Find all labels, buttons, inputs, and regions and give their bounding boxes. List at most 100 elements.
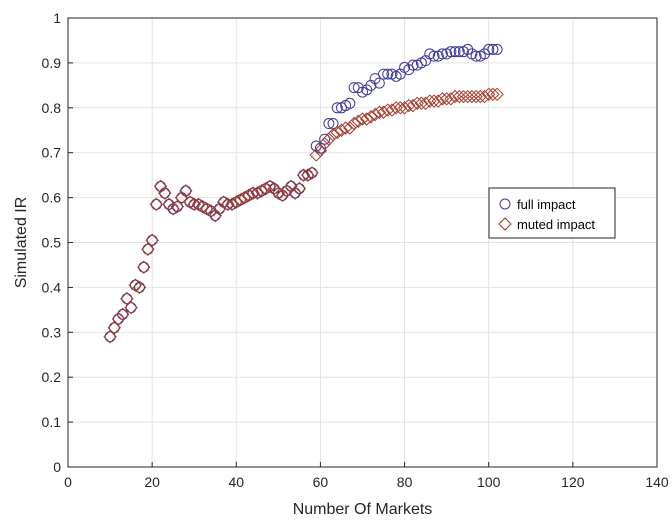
diamond-point (381, 103, 395, 117)
diamond-point (376, 105, 391, 119)
diamond-point (212, 202, 227, 216)
y-tick-label: 0.2 (42, 369, 62, 385)
diamond-point (309, 148, 323, 162)
diamond-point (292, 181, 307, 196)
legend-circle-icon (499, 198, 511, 210)
diamond-point (263, 179, 277, 194)
diamond-point (427, 94, 441, 108)
diamond-point (187, 197, 201, 212)
diamond-point (174, 190, 189, 205)
diamond-point (326, 128, 340, 142)
circle-point (142, 243, 154, 255)
diamond-point (128, 278, 143, 292)
diamond-point (444, 92, 458, 106)
diamond-point (397, 101, 412, 115)
y-axis-label: Simulated IR (13, 197, 30, 289)
x-tick-label: 0 (64, 474, 72, 490)
circle-point (348, 82, 360, 94)
diamond-point (486, 87, 500, 102)
y-tick-label: 0.8 (42, 100, 62, 116)
tick-labels: 0 20 40 60 80 100 120 140 0 0.1 0.2 0.3 0.4 0.5 0.6 0.7… (42, 10, 669, 490)
diamond-point (334, 123, 349, 137)
diamond-point (137, 260, 151, 274)
circle-point (491, 43, 503, 55)
diamond-point (254, 184, 269, 198)
diamond-point (364, 110, 378, 124)
diamond-point (418, 96, 433, 111)
diamond-point (414, 96, 429, 111)
diamond-point (368, 107, 382, 122)
y-tick-label: 0.1 (42, 414, 62, 430)
diamond-point (115, 307, 130, 322)
legend-box (488, 187, 616, 239)
diamond-point (322, 132, 336, 146)
diamond-point (360, 112, 374, 126)
circle-point (104, 331, 116, 343)
diamond-point (170, 199, 185, 214)
legend-diamond-icon (498, 217, 512, 231)
circle-point (319, 133, 331, 145)
circle-point (117, 308, 129, 320)
diamond-point (216, 195, 231, 209)
diamond-point (439, 92, 454, 106)
diamond-point (132, 280, 147, 295)
diamond-point (179, 184, 193, 198)
y-tick-label: 0.3 (42, 324, 62, 340)
circle-point (436, 48, 448, 60)
circle-point (453, 46, 465, 58)
diamond-point (200, 202, 214, 216)
diamond-point (313, 143, 328, 158)
diamond-point (221, 197, 235, 212)
circle-point (428, 50, 440, 62)
y-tick-label: 0.5 (42, 235, 62, 251)
diamond-point (490, 87, 504, 102)
series-muted-impact (103, 87, 504, 344)
x-tick-label: 60 (313, 474, 329, 490)
circle-point (108, 322, 120, 334)
diamond-point (402, 98, 416, 113)
diamond-point (250, 186, 265, 200)
diamond-point (107, 321, 121, 335)
diamond-point (183, 195, 197, 209)
circle-point (373, 77, 385, 89)
diamond-point (280, 184, 294, 198)
diamond-point (124, 300, 138, 315)
circle-point (150, 198, 162, 210)
diamond-point (195, 199, 210, 214)
diamond-point (242, 188, 256, 203)
y-tick-label: 0.6 (42, 190, 62, 206)
circle-point (487, 43, 499, 55)
legend-marker-full-impact (499, 198, 511, 210)
diamond-point (149, 197, 164, 212)
x-axis-label: Number Of Markets (293, 501, 433, 518)
diamond-point (225, 197, 239, 212)
circle-point (344, 97, 356, 109)
circle-point (382, 68, 394, 80)
diamond-point (338, 121, 353, 135)
diamond-point (317, 137, 332, 151)
diamond-point (301, 168, 315, 182)
legend-label-muted-impact: muted impact (517, 217, 595, 232)
diamond-point (233, 193, 248, 207)
legend: full impact muted impact (488, 187, 616, 239)
legend-marker-muted-impact (498, 217, 512, 231)
circle-point (483, 43, 495, 55)
diamond-point (120, 291, 134, 306)
y-tick-label: 0.9 (42, 55, 62, 71)
circle-point (445, 46, 457, 58)
circle-point (378, 68, 390, 80)
y-tick-label: 0.7 (42, 145, 62, 161)
diamond-point (406, 98, 420, 113)
circle-point (138, 261, 150, 273)
diamond-point (330, 125, 344, 140)
x-tick-label: 20 (144, 474, 160, 490)
diamond-point (145, 233, 159, 247)
circle-point (407, 59, 419, 71)
diamond-point (305, 166, 319, 180)
diamond-point (158, 186, 172, 200)
x-tick-label: 120 (561, 474, 585, 490)
data-series (103, 43, 504, 344)
diamond-point (111, 312, 126, 326)
legend-label-full-impact: full impact (517, 197, 576, 212)
